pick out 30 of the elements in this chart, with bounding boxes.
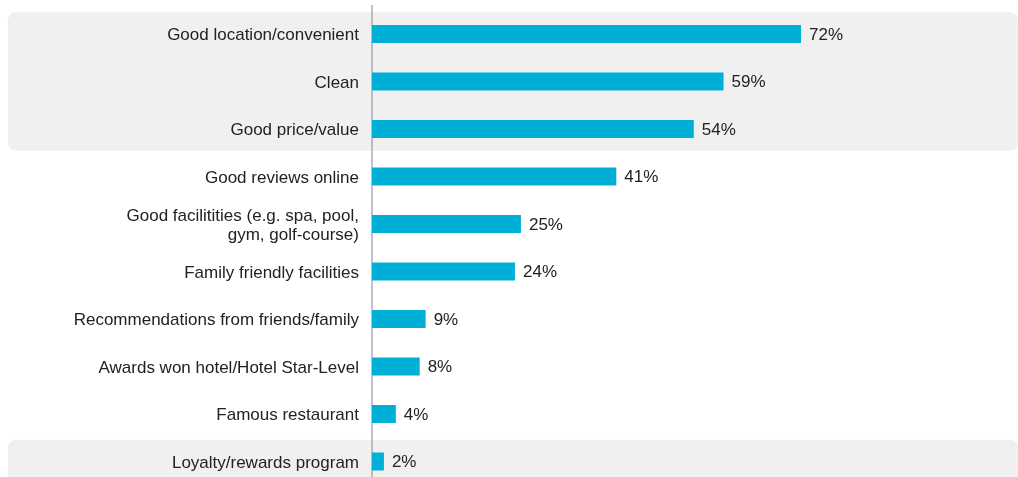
bar <box>372 357 420 376</box>
y-tick-label: Awards won hotel/Hotel Star-Level <box>98 357 359 376</box>
data-label: 24% <box>523 262 558 281</box>
y-tick-label: Good location/convenient <box>167 24 360 44</box>
data-label: 25% <box>528 214 563 234</box>
bar <box>372 452 384 471</box>
bar <box>372 310 426 328</box>
bar <box>372 72 724 91</box>
data-label: 54% <box>701 119 736 139</box>
data-label: 9% <box>433 309 459 329</box>
bar <box>372 215 521 233</box>
y-tick-label: Recommendations from friends/family <box>73 309 360 329</box>
y-tick-label: Good price/value <box>230 119 359 139</box>
y-tick-label: Loyalty/rewards program <box>171 452 359 471</box>
data-label: 2% <box>391 452 417 471</box>
data-label: 4% <box>403 404 429 424</box>
bar <box>372 25 801 43</box>
bar <box>372 167 617 186</box>
data-label: 59% <box>731 72 766 91</box>
y-tick-label: Family friendly facilities <box>184 262 359 281</box>
y-tick-label: Good facilitities (e.g. spa, pool, gym, golf-course) <box>126 205 359 243</box>
bar <box>372 120 694 138</box>
y-tick-label: Famous restaurant <box>216 404 360 424</box>
bar <box>372 405 396 423</box>
bar <box>372 262 515 281</box>
data-label: 41% <box>624 167 659 186</box>
data-label: 8% <box>427 357 453 376</box>
data-label: 72% <box>809 24 844 44</box>
y-tick-label: Good reviews online <box>204 167 359 186</box>
y-tick-label: Clean <box>314 72 359 91</box>
